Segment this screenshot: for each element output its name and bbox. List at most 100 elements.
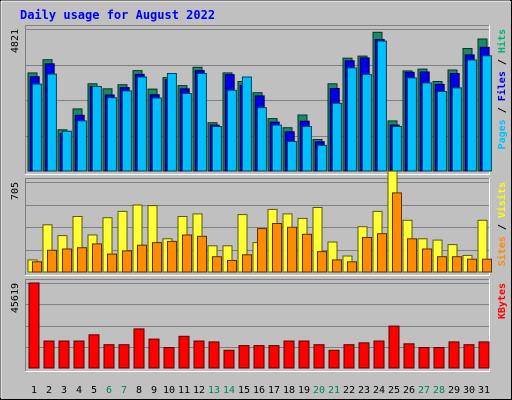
bar-sites-day-2: [47, 249, 57, 273]
x-axis-labels: 1 2 3 4 5 6 7 8 9 10 11 12 13 14 15 16 17 18 19 20 21 22 23 24 2…: [31, 385, 490, 396]
bar-kbytes-day-7: [118, 344, 130, 369]
bar-pages-day-20: [316, 144, 327, 172]
legend-entry: /: [497, 101, 508, 119]
bar-kbytes-day-8: [133, 328, 145, 369]
bar-pages-day-5: [91, 86, 102, 172]
chart-panels: 4821 Pages / Files / Hits 705 Sites / Visit…: [10, 25, 508, 372]
bar-sites-day-20: [317, 251, 327, 273]
bar-sites-day-1: [32, 261, 42, 273]
x-tick-label-21: 21: [328, 385, 340, 396]
bar-kbytes-day-5: [88, 334, 100, 369]
bar-kbytes-day-13: [208, 341, 220, 369]
bar-kbytes-day-27: [418, 347, 430, 369]
x-tick-label-31: 31: [478, 385, 490, 396]
bar-kbytes-day-26: [403, 343, 415, 369]
legend-entry: /: [497, 218, 508, 236]
series-pages: [31, 40, 492, 172]
bar-sites-day-11: [182, 234, 192, 273]
x-tick-label-11: 11: [178, 385, 190, 396]
x-tick-label-18: 18: [283, 385, 295, 396]
bar-kbytes-day-15: [238, 345, 250, 369]
bar-kbytes-day-1: [28, 282, 40, 369]
bar-kbytes-day-21: [328, 349, 340, 369]
bar-pages-day-8: [136, 76, 147, 172]
bar-pages-day-30: [466, 59, 477, 172]
bar-sites-day-21: [332, 259, 342, 273]
bar-pages-day-2: [46, 73, 57, 172]
bar-kbytes-day-20: [313, 344, 325, 369]
x-tick-label-1: 1: [31, 385, 37, 396]
x-tick-label-12: 12: [193, 385, 205, 396]
x-tick-label-26: 26: [403, 385, 415, 396]
chart-title: Daily usage for August 2022: [20, 8, 215, 22]
bar-sites-day-28: [437, 256, 447, 273]
bar-kbytes-day-11: [178, 335, 190, 369]
bar-sites-day-4: [77, 247, 87, 273]
bar-pages-day-24: [376, 40, 387, 172]
panel-middle: 705 Sites / Visits: [10, 170, 508, 276]
bar-kbytes-day-10: [163, 347, 175, 369]
x-tick-label-5: 5: [91, 385, 97, 396]
panel-top: 4821 Pages / Files / Hits: [10, 25, 508, 175]
legend-entry: KBytes: [497, 283, 508, 319]
bar-sites-day-17: [272, 223, 282, 273]
legend-entry: Pages: [497, 119, 508, 149]
x-tick-label-8: 8: [136, 385, 142, 396]
bar-pages-day-11: [181, 93, 192, 172]
bar-pages-day-18: [286, 141, 297, 172]
y-max-label: 705: [10, 182, 21, 200]
legend-top: Pages / Files / Hits: [496, 29, 508, 149]
x-tick-label-7: 7: [121, 385, 127, 396]
legend-middle: Sites / Visits: [496, 182, 508, 266]
bar-pages-day-23: [361, 73, 372, 172]
x-tick-label-20: 20: [313, 385, 325, 396]
bar-sites-day-26: [407, 238, 417, 273]
bar-sites-day-29: [452, 256, 462, 273]
bar-sites-day-27: [422, 248, 432, 273]
bar-sites-day-31: [482, 258, 492, 273]
bar-kbytes-day-24: [373, 340, 385, 369]
bar-pages-day-13: [211, 126, 222, 172]
bar-kbytes-day-31: [478, 341, 490, 369]
bar-kbytes-day-6: [103, 344, 115, 369]
bar-kbytes-day-22: [343, 344, 355, 369]
bar-sites-day-16: [257, 228, 267, 273]
x-tick-label-14: 14: [223, 385, 235, 396]
bar-pages-day-4: [76, 120, 87, 172]
bar-kbytes-day-30: [463, 344, 475, 369]
x-tick-label-13: 13: [208, 385, 220, 396]
x-tick-label-22: 22: [343, 385, 355, 396]
x-tick-label-3: 3: [61, 385, 67, 396]
bar-sites-day-8: [137, 244, 147, 273]
legend-entry: Files: [496, 71, 508, 101]
x-tick-label-17: 17: [268, 385, 280, 396]
legend-entry: /: [497, 53, 508, 71]
x-tick-label-28: 28: [433, 385, 445, 396]
x-tick-label-19: 19: [298, 385, 310, 396]
bar-kbytes-day-19: [298, 340, 310, 369]
x-tick-label-23: 23: [358, 385, 370, 396]
bar-kbytes-day-18: [283, 340, 295, 369]
bar-pages-day-9: [151, 97, 162, 172]
x-tick-label-25: 25: [388, 385, 400, 396]
bar-sites-day-12: [197, 235, 207, 273]
bar-pages-day-1: [31, 83, 42, 172]
bar-kbytes-day-2: [43, 340, 55, 369]
bar-pages-day-21: [331, 102, 342, 172]
bar-kbytes-day-9: [148, 338, 160, 369]
bar-sites-day-14: [227, 260, 237, 273]
bar-kbytes-day-28: [433, 347, 445, 369]
series-sites: [32, 192, 492, 273]
bar-sites-day-23: [362, 237, 372, 273]
legend-entry: Sites: [496, 236, 508, 266]
bar-sites-day-18: [287, 226, 297, 273]
bar-pages-day-19: [301, 126, 312, 172]
x-tick-label-9: 9: [151, 385, 157, 396]
x-tick-label-29: 29: [448, 385, 460, 396]
bar-kbytes-day-3: [58, 340, 70, 369]
x-tick-label-27: 27: [418, 385, 430, 396]
bar-kbytes-day-14: [223, 349, 235, 369]
bar-pages-day-14: [226, 89, 237, 172]
x-tick-label-6: 6: [106, 385, 112, 396]
series-kbytes: [28, 282, 490, 369]
